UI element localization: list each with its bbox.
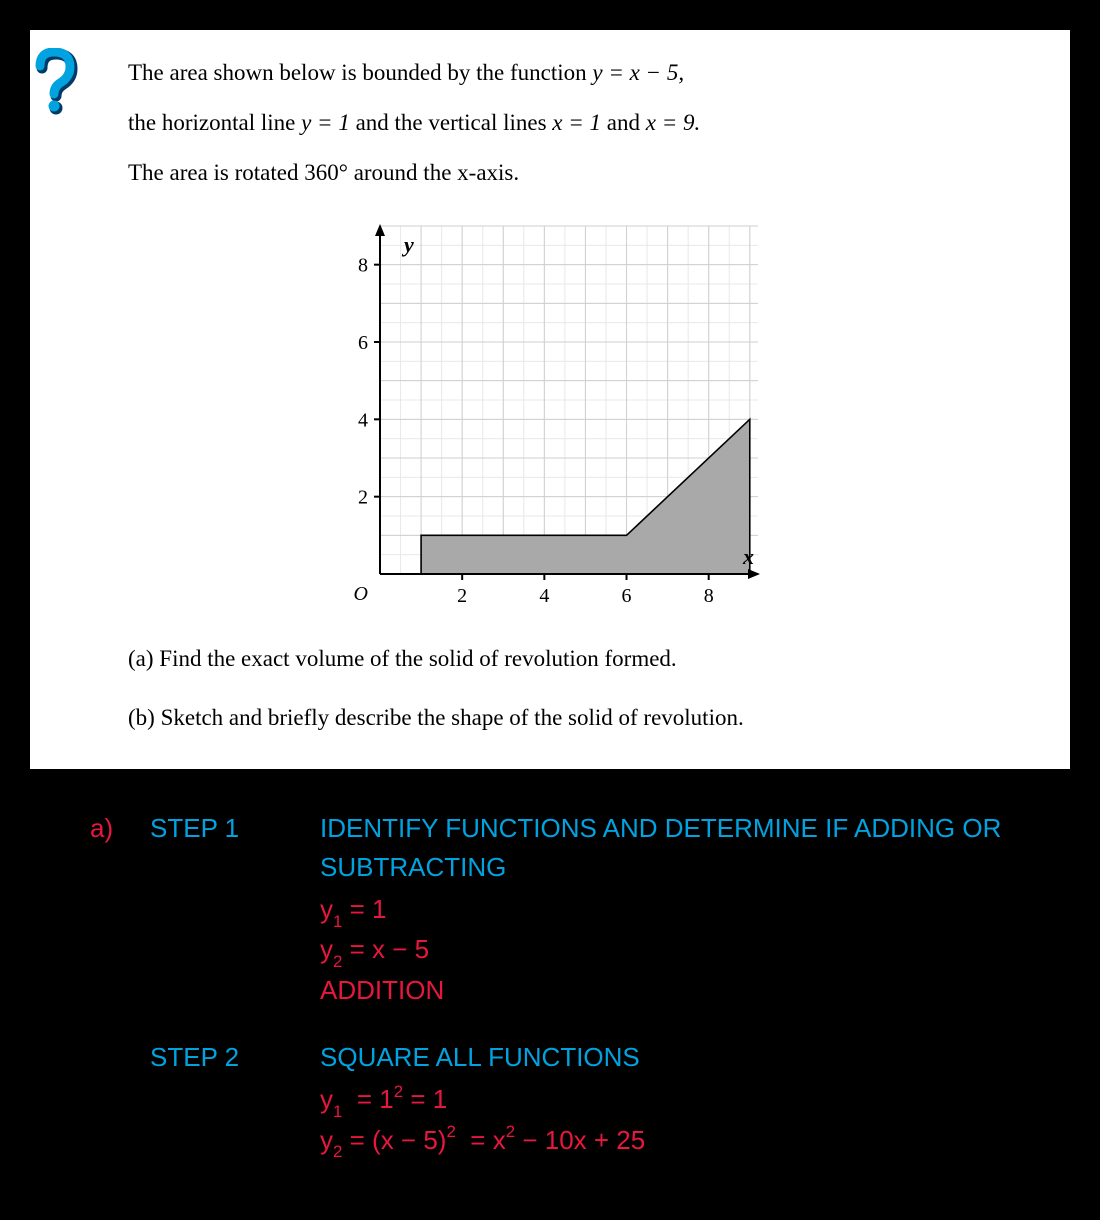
math-line: y2 = x − 5 <box>320 931 1070 972</box>
svg-text:x: x <box>742 544 754 569</box>
solution-step-1: a) STEP 1 IDENTIFY FUNCTIONS AND DETERMI… <box>90 809 1070 1010</box>
math-line: y2 = (x − 5)2 = x2 − 10x + 25 <box>320 1122 1070 1163</box>
step-heading: IDENTIFY FUNCTIONS AND DETERMINE IF ADDI… <box>320 809 1070 887</box>
equation: x = 9. <box>646 110 700 135</box>
part-label: a) <box>90 809 150 848</box>
svg-text:2: 2 <box>457 585 467 607</box>
math-line: y1 = 12 = 1 <box>320 1081 1070 1122</box>
sub-question-b: (b) Sketch and briefly describe the shap… <box>128 697 1040 738</box>
step-heading: SQUARE ALL FUNCTIONS <box>320 1038 1070 1077</box>
solution-step-2: STEP 2 SQUARE ALL FUNCTIONS y1 = 12 = 1 … <box>90 1038 1070 1162</box>
step-label: STEP 2 <box>150 1038 320 1077</box>
text: and <box>601 110 646 135</box>
question-mark-icon <box>26 48 82 125</box>
step-body: IDENTIFY FUNCTIONS AND DETERMINE IF ADDI… <box>320 809 1070 1010</box>
text: the horizontal line <box>128 110 301 135</box>
svg-text:8: 8 <box>358 255 368 277</box>
equation: x = 1 <box>552 110 601 135</box>
text: The area is rotated 360° around the x-ax… <box>128 160 519 185</box>
question-line-2: the horizontal line y = 1 and the vertic… <box>128 100 1040 146</box>
equation: y = 1 <box>301 110 350 135</box>
svg-text:4: 4 <box>539 585 549 607</box>
step-math: y1 = 1 y2 = x − 5 ADDITION <box>320 891 1070 1010</box>
solution-area: a) STEP 1 IDENTIFY FUNCTIONS AND DETERMI… <box>0 769 1100 1220</box>
region-chart: 24682468Oyx <box>330 214 770 614</box>
svg-text:8: 8 <box>704 585 714 607</box>
math-line: y1 = 1 <box>320 891 1070 932</box>
step-label: STEP 1 <box>150 809 320 848</box>
question-line-3: The area is rotated 360° around the x-ax… <box>128 150 1040 196</box>
svg-text:6: 6 <box>358 332 368 354</box>
question-line-1: The area shown below is bounded by the f… <box>128 50 1040 96</box>
text: and the vertical lines <box>350 110 552 135</box>
question-text: The area shown below is bounded by the f… <box>128 50 1040 196</box>
equation: y = x − 5, <box>592 60 684 85</box>
svg-text:6: 6 <box>622 585 632 607</box>
step-math: y1 = 12 = 1 y2 = (x − 5)2 = x2 − 10x + 2… <box>320 1081 1070 1162</box>
question-card: The area shown below is bounded by the f… <box>30 30 1070 769</box>
chart-container: 24682468Oyx <box>60 214 1040 614</box>
text: The area shown below is bounded by the f… <box>128 60 592 85</box>
math-line: ADDITION <box>320 972 1070 1010</box>
sub-question-a: (a) Find the exact volume of the solid o… <box>128 638 1040 679</box>
svg-text:O: O <box>354 583 368 605</box>
step-body: SQUARE ALL FUNCTIONS y1 = 12 = 1 y2 = (x… <box>320 1038 1070 1162</box>
svg-text:2: 2 <box>358 487 368 509</box>
svg-text:4: 4 <box>358 409 368 431</box>
